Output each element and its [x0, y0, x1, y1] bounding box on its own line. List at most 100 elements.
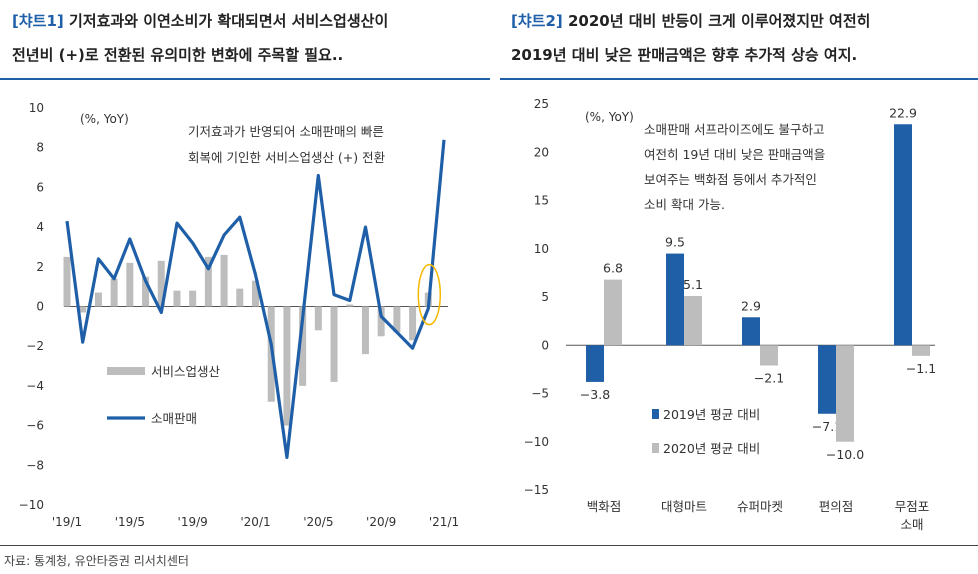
chart2-ytick-label: −10: [524, 435, 549, 449]
chart2-ytick-label: 10: [534, 242, 549, 256]
chart1-xtick-label: '21/1: [429, 515, 459, 529]
chart1-xtick-label: '19/5: [115, 515, 145, 529]
chart2-bar-2020: [836, 345, 854, 442]
chart2-bar-2019: [666, 253, 684, 346]
chart2-value-label-2019: −3.8: [580, 387, 610, 402]
chart1-bar-service: [361, 306, 369, 355]
chart2-ytick-label: −5: [531, 387, 549, 401]
source-note: 자료: 통계청, 유안타증권 리서치센터: [4, 554, 189, 568]
chart2-value-label-2020: 5.1: [683, 277, 703, 292]
chart1-line-retail: [65, 139, 446, 459]
chart2-ytick-label: 25: [534, 97, 549, 111]
chart1-ytick-label: 8: [36, 141, 44, 155]
chart1-ytick-label: −10: [19, 498, 44, 512]
chart2-title: [챠트2] 2020년 대비 반등이 크게 이루어졌지만 여전히 2019년 대…: [511, 0, 971, 80]
chart1-ytick-label: 2: [36, 260, 44, 274]
chart2-bar-2019: [818, 345, 836, 414]
chart2-category-label: 슈퍼마켓: [737, 499, 783, 514]
chart1-bar-service: [157, 260, 165, 307]
chart1-bar-service: [79, 306, 87, 313]
chart2-bar-2020: [604, 279, 622, 346]
chart1-bar-service: [330, 306, 338, 382]
chart2-bar-2020: [912, 345, 930, 356]
chart1-ytick-label: −2: [26, 339, 44, 353]
chart2-value-label-2020: −1.1: [906, 361, 936, 376]
chart1-bar-service: [204, 256, 212, 307]
chart1-bar-service: [189, 290, 197, 307]
chart2-annotation-line: 여전히 19년 대비 낮은 판매금액을: [644, 147, 825, 162]
chart1-bar-service: [94, 292, 102, 307]
chart2-bar-2019: [742, 317, 760, 346]
chart1-annotation-line1: 기저효과가 반영되어 소매판매의 빠른: [188, 124, 384, 139]
chart2-plot: −15 −10 −5 0 5 10 15 20 25 −3.8 6.8 백화점 9.5 5.1 대형마트 2.…: [524, 97, 937, 532]
chart1-bar-service: [236, 288, 244, 307]
chart2-title-line1: 2020년 대비 반등이 크게 이루어졌지만 여전히: [567, 12, 871, 30]
chart2-ytick-label: 5: [541, 290, 549, 304]
chart1-bar-service: [299, 306, 307, 386]
chart1-bar-service: [252, 280, 259, 307]
chart2-value-label-2020: −10.0: [826, 447, 864, 462]
chart2-value-label-2020: −2.1: [754, 371, 784, 386]
chart1-highlight-circle: [417, 263, 442, 326]
chart2-category-label: 대형마트: [661, 499, 707, 514]
chart2-bar-2019: [894, 124, 912, 346]
chart1-bar-service: [346, 304, 354, 307]
chart2-value-label-2019: −7.1: [812, 419, 842, 434]
chart2-annotation-line: 소비 확대 가능.: [644, 197, 725, 212]
chart2-annotation-line: 보여주는 백화점 등에서 추가적인: [644, 172, 817, 187]
chart2-tag: [챠트2]: [511, 12, 563, 30]
chart1-title-line2: 전년비 (+)로 전환된 유의미한 변화에 주목할 필요..: [12, 46, 344, 64]
chart2-category-label: 백화점: [587, 499, 622, 514]
chart1-ytick-label: 0: [36, 300, 44, 314]
chart2-value-label-2019: 9.5: [665, 235, 685, 250]
chart1-bar-service: [173, 290, 181, 307]
chart1-xtick-label: '20/9: [366, 515, 396, 529]
chart2-legend-swatch-2020: [652, 443, 659, 453]
chart2-annotation-line: 소매판매 서프라이즈에도 불구하고: [644, 122, 824, 137]
chart1-title-line1: 기저효과와 이연소비가 확대되면서 서비스업생산이: [68, 12, 389, 30]
chart1-bar-service: [220, 254, 228, 307]
chart2-ytick-label: 15: [534, 194, 549, 208]
chart1-bar-service: [314, 306, 322, 331]
chart2-ytick-label: 0: [541, 338, 549, 352]
chart2-title-rule: [500, 78, 978, 80]
chart2-ytick-label: −15: [524, 483, 549, 497]
chart2-value-label-2019: 22.9: [889, 105, 917, 120]
chart1-plot: −10 −8 −6 −4 −2 0 2 4 6 8 10 '19/1 '19/5 '19/9 '20/1 '2…: [19, 101, 459, 529]
chart1-bar-service: [63, 256, 71, 307]
chart1-xtick-label: '19/1: [52, 515, 82, 529]
chart1-bar-service: [377, 306, 385, 337]
chart1-bar-service: [142, 276, 150, 307]
chart2-ytick-label: 20: [534, 145, 549, 159]
footer-rule: [0, 545, 978, 546]
chart1-unit-label: (%, YoY): [80, 112, 129, 126]
chart1-bar-service: [393, 306, 401, 333]
chart1-tag: [챠트1]: [12, 12, 64, 30]
chart1-legend-label-bar: 서비스업생산: [151, 364, 221, 379]
chart1-xtick-label: '19/9: [178, 515, 208, 529]
chart2-bar-2019: [586, 345, 604, 382]
chart2-legend-swatch-2019: [652, 409, 659, 419]
chart1-annotation-line2: 회복에 기인한 서비스업생산 (+) 전환: [188, 150, 386, 165]
chart2-legend-label-2019: 2019년 평균 대비: [663, 407, 760, 422]
chart1-title: [챠트1] 기저효과와 이연소비가 확대되면서 서비스업생산이 전년비 (+)로…: [12, 0, 482, 80]
chart1-ytick-label: 6: [36, 180, 44, 194]
chart2-value-label-2020: 6.8: [603, 261, 623, 276]
chart1-ytick-label: −8: [26, 458, 44, 472]
chart1-xtick-label: '20/5: [303, 515, 333, 529]
chart1-bar-service: [409, 306, 417, 341]
chart2-category-label: 소매: [900, 517, 923, 532]
chart1-xtick-label: '20/1: [240, 515, 270, 529]
chart1-legend-swatch-bar: [107, 367, 145, 375]
chart1-ytick-label: −4: [26, 379, 44, 393]
chart1-bar-service: [126, 262, 134, 307]
chart2-legend-label-2020: 2020년 평균 대비: [663, 441, 760, 456]
chart1-title-rule: [0, 78, 490, 80]
chart1-ytick-label: 4: [36, 220, 44, 234]
chart2-value-label-2019: 2.9: [741, 298, 761, 313]
chart2-unit-label: (%, YoY): [585, 110, 634, 124]
chart2-category-label: 무점포: [895, 499, 930, 514]
chart1-legend-label-line: 소매판매: [151, 411, 197, 426]
